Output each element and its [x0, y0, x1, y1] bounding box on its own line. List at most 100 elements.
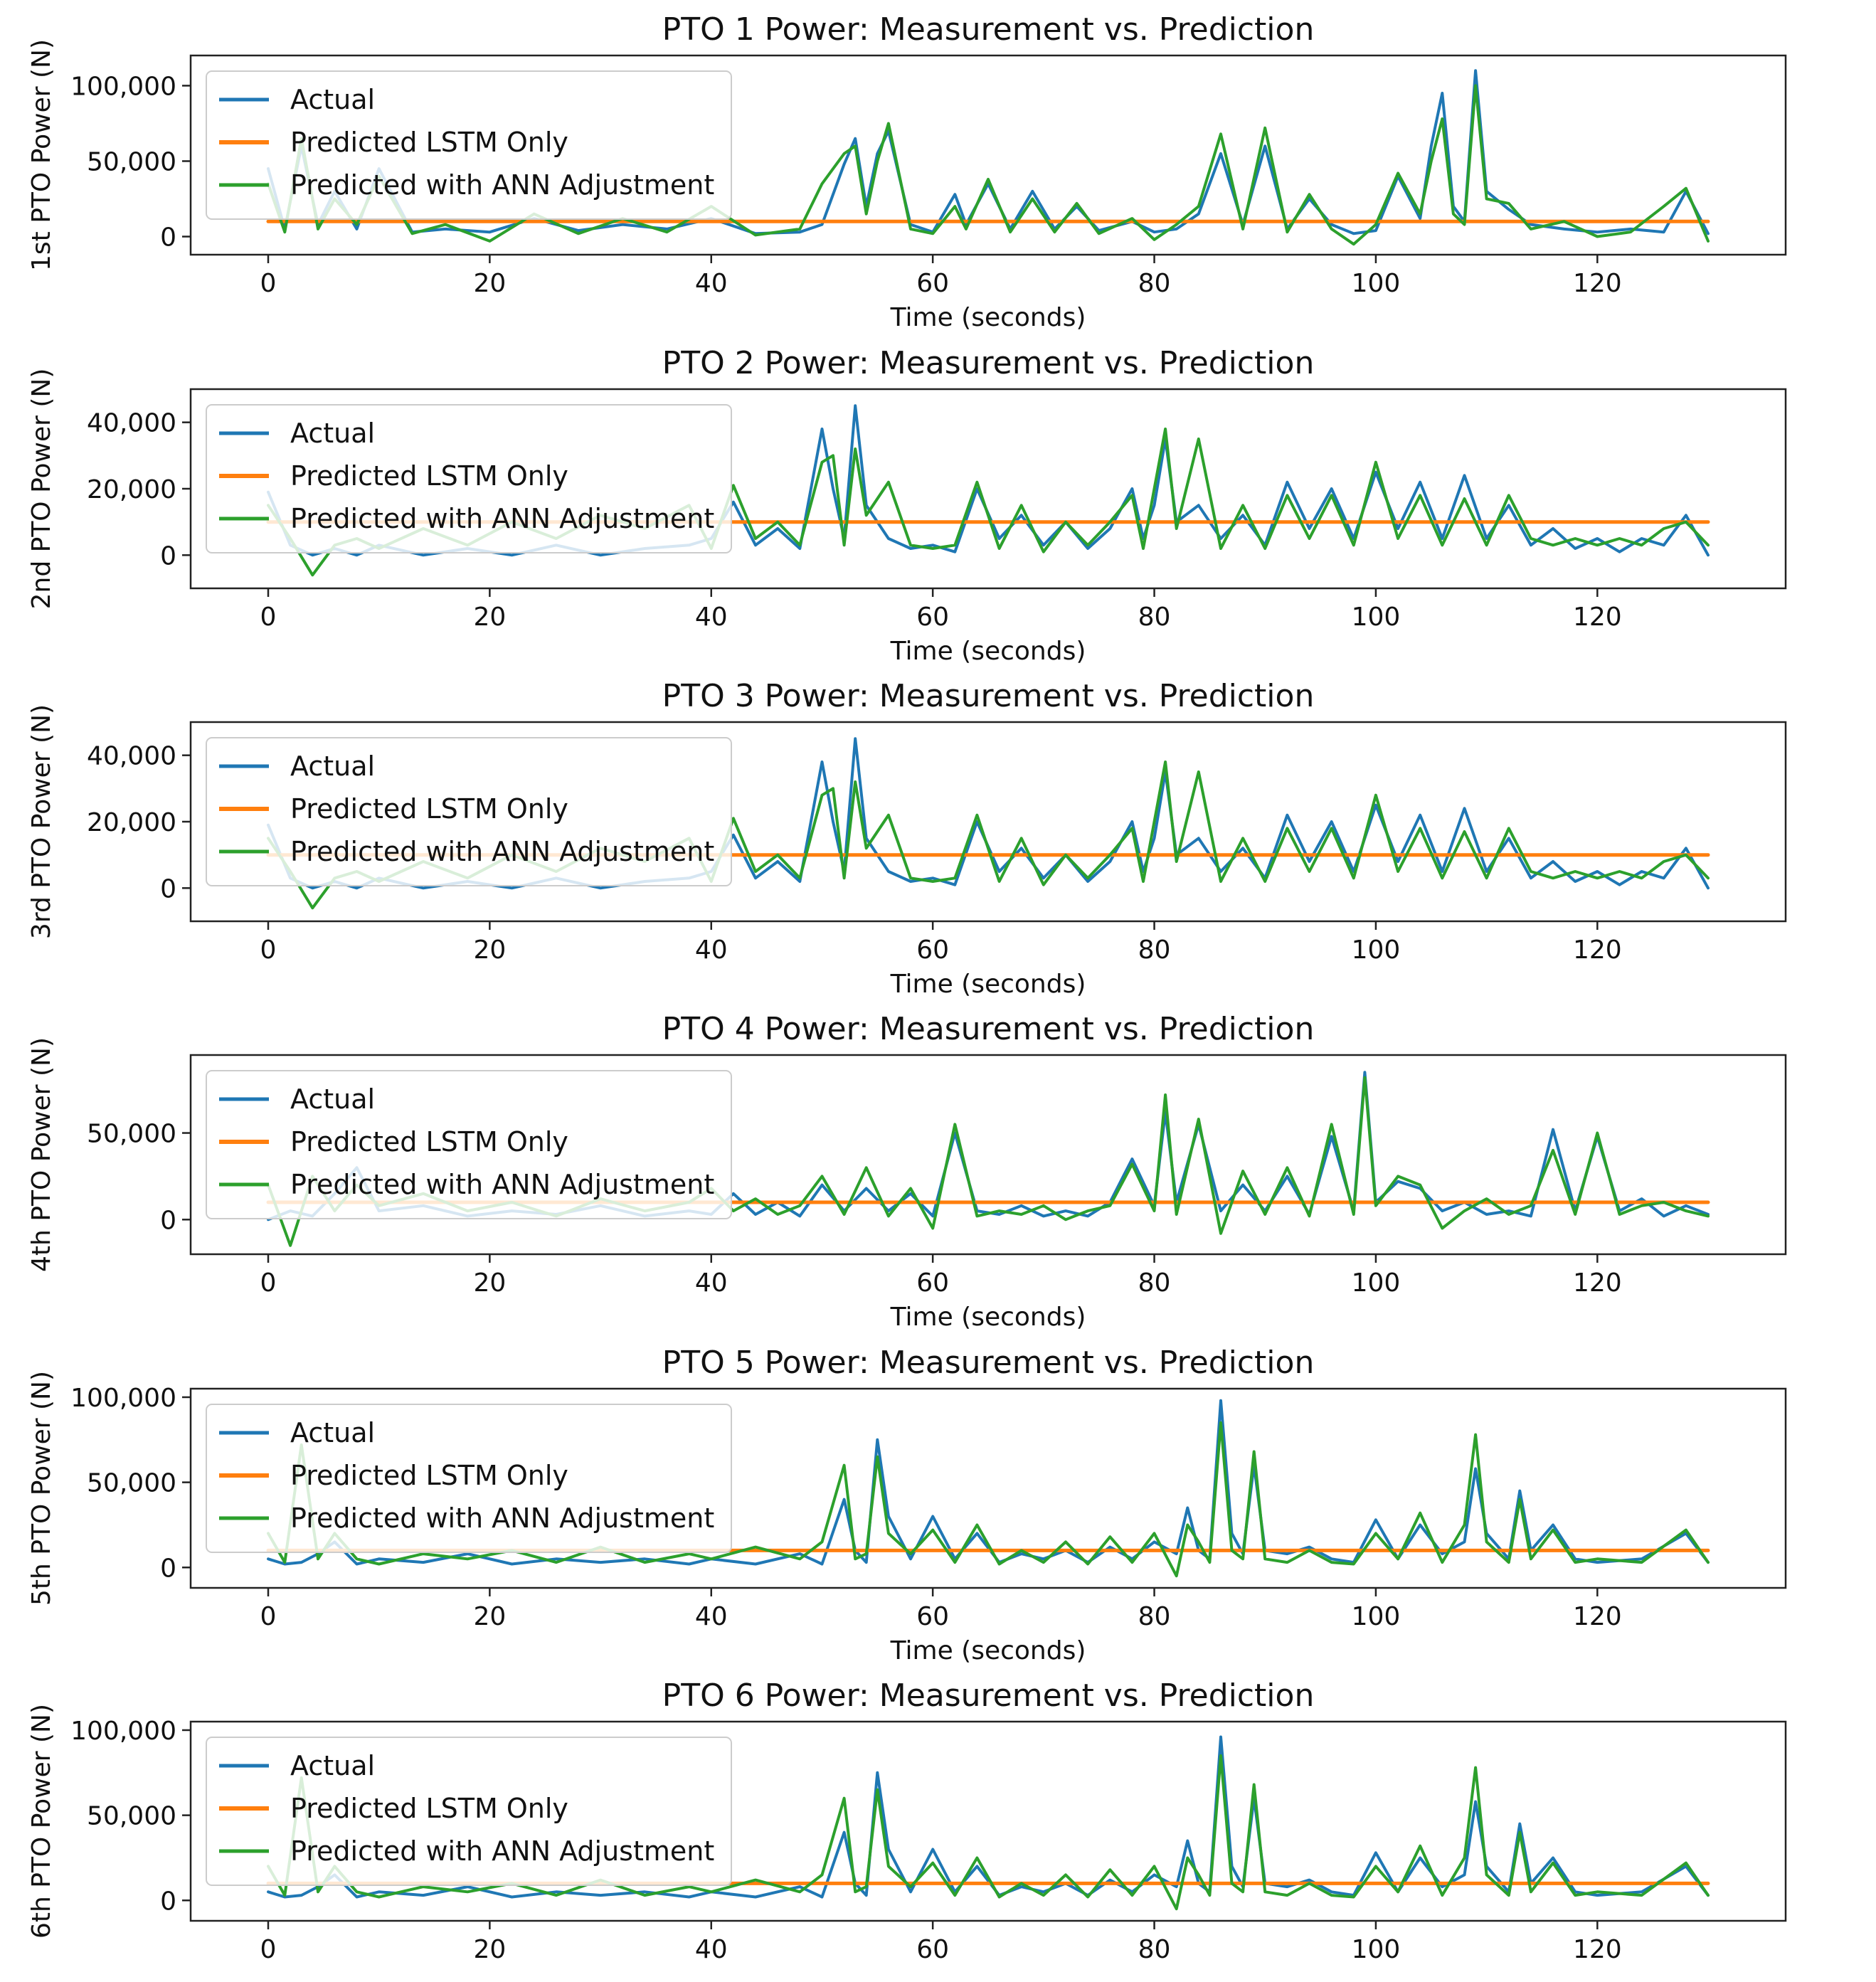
x-tick-label: 0 [260, 1602, 277, 1631]
legend-label: Actual [290, 1750, 375, 1781]
y-tick-label: 50,000 [87, 1469, 176, 1498]
plot-frame [189, 1054, 1787, 1256]
legend-label: Predicted LSTM Only [290, 1460, 568, 1491]
plot-frame [189, 1720, 1787, 1922]
legend-label: Predicted with ANN Adjustment [290, 1503, 714, 1534]
legend-label: Actual [290, 1417, 375, 1448]
legend-label: Actual [290, 1083, 375, 1115]
x-tick-label: 80 [1138, 936, 1171, 965]
legend-label: Predicted LSTM Only [290, 460, 568, 492]
x-axis-label: Time (seconds) [890, 970, 1086, 999]
x-tick-label: 60 [916, 1268, 949, 1298]
chart-title: PTO 6 Power: Measurement vs. Prediction [662, 1678, 1315, 1714]
x-tick-label: 0 [260, 936, 277, 965]
legend-label: Actual [290, 418, 375, 449]
x-tick-label: 80 [1138, 1935, 1171, 1964]
y-tick-label: 0 [160, 1206, 176, 1235]
x-tick-label: 100 [1352, 1268, 1401, 1298]
x-tick-label: 80 [1138, 1268, 1171, 1298]
legend-label: Actual [290, 751, 375, 782]
legend: Actual Predicted LSTM Only Predicted with … [206, 1070, 732, 1219]
y-tick-label: 100,000 [70, 1384, 176, 1413]
y-axis-label: 2nd PTO Power (N) [27, 369, 56, 610]
x-tick-label: 120 [1573, 1268, 1622, 1298]
legend-label: Predicted LSTM Only [290, 127, 568, 158]
legend: Actual Predicted LSTM Only Predicted with … [206, 1737, 732, 1886]
x-tick-label: 120 [1573, 1602, 1622, 1631]
chart-title: PTO 4 Power: Measurement vs. Prediction [662, 1011, 1315, 1047]
chart-panel-1: PTO 1 Power: Measurement vs. Prediction 0… [27, 11, 1787, 332]
x-tick-label: 60 [916, 1935, 949, 1964]
legend-label: Predicted with ANN Adjustment [290, 1835, 714, 1867]
legend-box [206, 1070, 732, 1219]
x-tick-label: 20 [473, 1268, 506, 1298]
x-tick-label: 100 [1352, 1935, 1401, 1964]
y-tick-label: 50,000 [87, 1120, 176, 1149]
legend-label: Predicted LSTM Only [290, 1126, 568, 1157]
x-tick-label: 40 [695, 936, 728, 965]
legend-label: Predicted LSTM Only [290, 1793, 568, 1824]
x-tick-label: 100 [1352, 269, 1401, 298]
chart-panel-5: PTO 5 Power: Measurement vs. Prediction 0… [27, 1345, 1787, 1665]
legend-box [206, 1404, 732, 1553]
x-tick-label: 120 [1573, 269, 1622, 298]
x-axis-label: Time (seconds) [890, 303, 1086, 332]
chart-panel-3: PTO 3 Power: Measurement vs. Prediction 0… [27, 678, 1787, 999]
legend: Actual Predicted LSTM Only Predicted with … [206, 1404, 732, 1553]
legend-box [206, 70, 732, 220]
x-tick-label: 40 [695, 1268, 728, 1298]
x-axis-label: Time (seconds) [890, 1303, 1086, 1332]
chart-panel-4: PTO 4 Power: Measurement vs. Prediction 0… [27, 1011, 1787, 1332]
y-tick-label: 0 [160, 541, 176, 571]
y-axis-label: 6th PTO Power (N) [27, 1704, 56, 1939]
chart-title: PTO 2 Power: Measurement vs. Prediction [662, 345, 1315, 381]
y-axis-label: 1st PTO Power (N) [27, 39, 56, 271]
x-tick-label: 40 [695, 269, 728, 298]
x-tick-label: 120 [1573, 936, 1622, 965]
x-tick-label: 100 [1352, 603, 1401, 632]
x-tick-label: 80 [1138, 1602, 1171, 1631]
y-axis-label: 3rd PTO Power (N) [27, 704, 56, 939]
legend-label: Predicted with ANN Adjustment [290, 1169, 714, 1200]
chart-title: PTO 1 Power: Measurement vs. Prediction [662, 11, 1315, 48]
x-tick-label: 20 [473, 1935, 506, 1964]
y-tick-label: 0 [160, 1554, 176, 1583]
x-tick-label: 60 [916, 603, 949, 632]
x-axis-label: Time (seconds) [890, 1636, 1086, 1665]
x-tick-label: 120 [1573, 603, 1622, 632]
x-tick-label: 20 [473, 603, 506, 632]
x-tick-label: 60 [916, 269, 949, 298]
legend-label: Predicted LSTM Only [290, 793, 568, 825]
y-tick-label: 0 [160, 874, 176, 903]
x-tick-label: 120 [1573, 1935, 1622, 1964]
chart-title: PTO 3 Power: Measurement vs. Prediction [662, 678, 1315, 714]
x-tick-label: 0 [260, 269, 277, 298]
x-tick-label: 40 [695, 1602, 728, 1631]
y-axis-label: 5th PTO Power (N) [27, 1371, 56, 1606]
legend-box [206, 737, 732, 886]
x-tick-label: 20 [473, 1602, 506, 1631]
x-tick-label: 0 [260, 603, 277, 632]
y-tick-label: 40,000 [87, 409, 176, 438]
x-tick-label: 60 [916, 936, 949, 965]
plot-frame [189, 54, 1787, 256]
y-tick-label: 0 [160, 1887, 176, 1916]
x-tick-label: 100 [1352, 936, 1401, 965]
legend: Actual Predicted LSTM Only Predicted with … [206, 404, 732, 553]
series-line-actual [267, 1735, 1710, 1899]
legend: Actual Predicted LSTM Only Predicted with … [206, 70, 732, 220]
series-line-predicted-with-ann-adjustment [267, 1421, 1710, 1578]
legend-box [206, 404, 732, 553]
series-line-predicted-with-ann-adjustment [267, 1754, 1710, 1911]
y-tick-label: 50,000 [87, 1802, 176, 1831]
y-tick-label: 0 [160, 223, 176, 253]
legend-label: Predicted with ANN Adjustment [290, 169, 714, 201]
chart-panel-2: PTO 2 Power: Measurement vs. Prediction 0… [27, 345, 1787, 666]
y-tick-label: 40,000 [87, 742, 176, 771]
legend-label: Predicted with ANN Adjustment [290, 836, 714, 867]
y-tick-label: 100,000 [70, 1717, 176, 1746]
legend-box [206, 1737, 732, 1886]
y-tick-label: 20,000 [87, 808, 176, 837]
x-tick-label: 40 [695, 1935, 728, 1964]
